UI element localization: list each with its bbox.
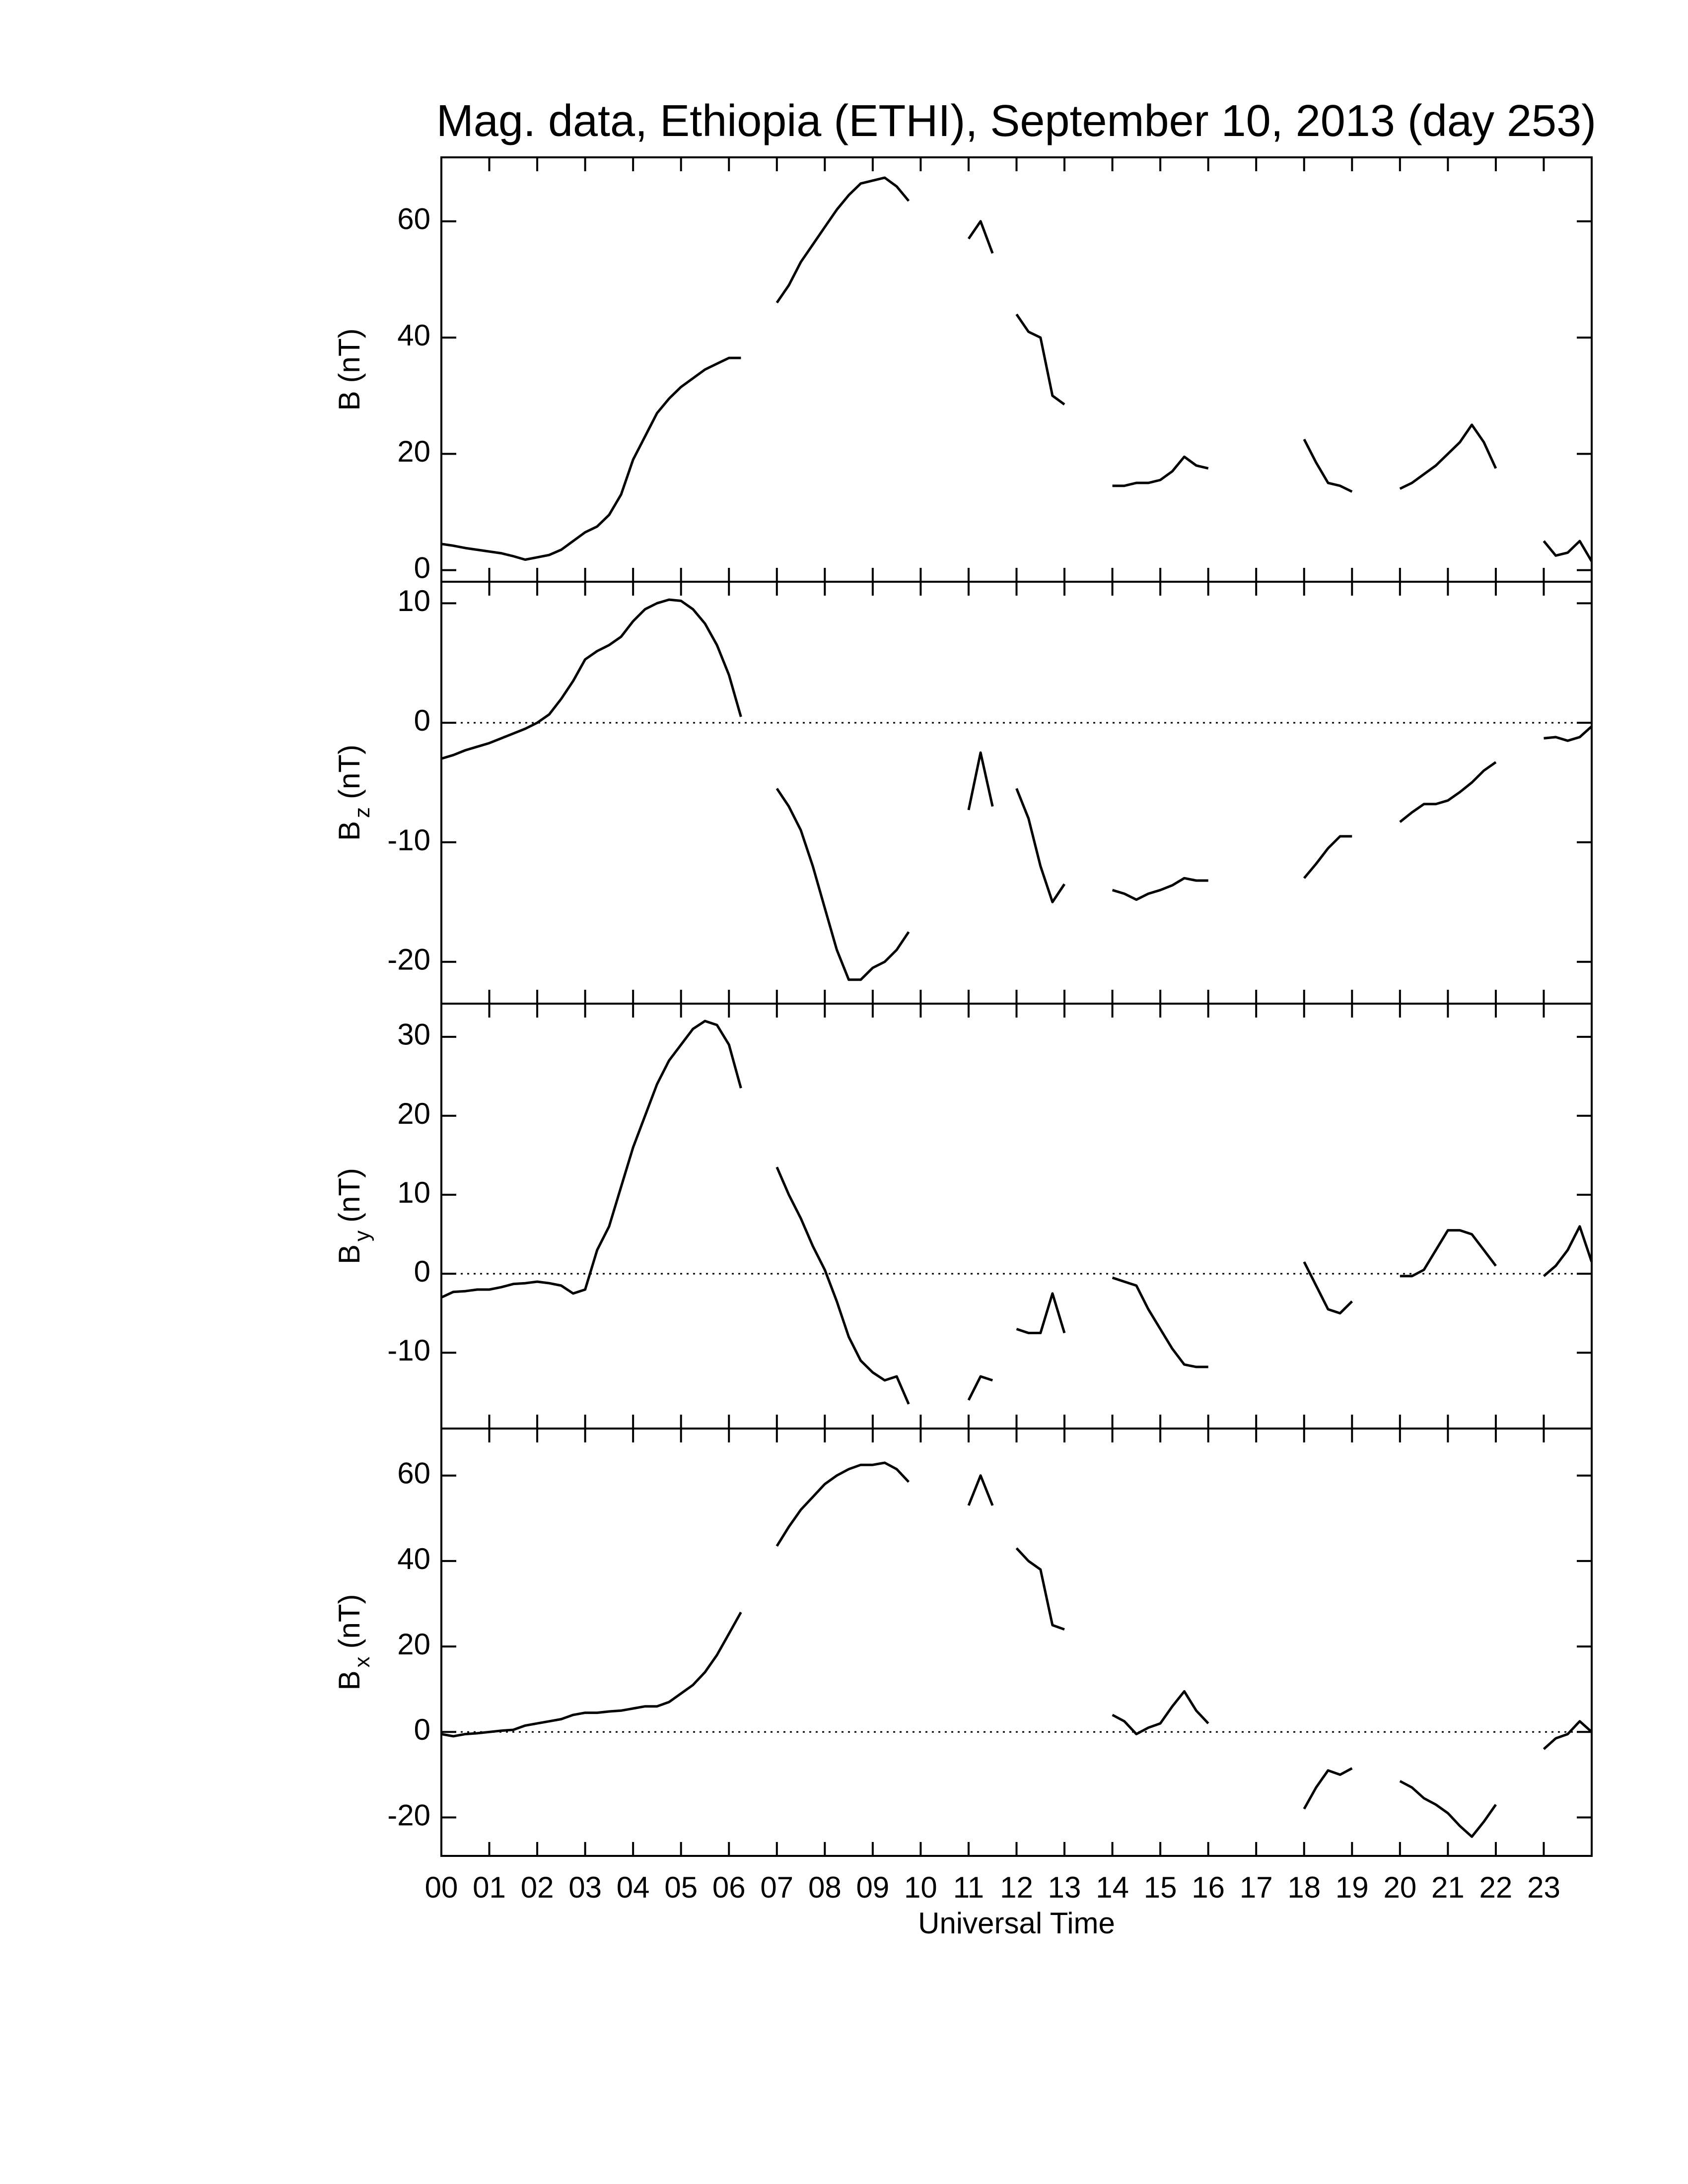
- x-tick-label: 05: [664, 1871, 698, 1904]
- x-tick-label: 03: [568, 1871, 602, 1904]
- chart-title: Mag. data, Ethiopia (ETHI), September 10…: [436, 96, 1596, 146]
- y-tick-label: 30: [397, 1018, 430, 1051]
- x-tick-label: 18: [1287, 1871, 1321, 1904]
- x-tick-label: 13: [1048, 1871, 1081, 1904]
- x-tick-label: 10: [904, 1871, 937, 1904]
- y-axis-label-unit: (nT): [333, 1168, 366, 1223]
- y-tick-label: 60: [397, 203, 430, 236]
- y-axis-label-subscript: x: [350, 1656, 374, 1667]
- data-line: [440, 1020, 1593, 1405]
- x-tick-label: 21: [1431, 1871, 1465, 1904]
- x-tick-label: 06: [712, 1871, 746, 1904]
- y-axis-label: B (nT): [333, 328, 366, 410]
- data-line: [441, 1461, 1593, 1838]
- x-tick-label: 12: [1000, 1871, 1033, 1904]
- x-tick-label: 00: [425, 1871, 458, 1904]
- y-axis-label: By (nT): [333, 1168, 374, 1264]
- plot-frame: [440, 1428, 1593, 1857]
- y-axis-label-base: B: [333, 821, 366, 841]
- x-tick-label: 01: [473, 1871, 506, 1904]
- x-tick-label: 07: [760, 1871, 793, 1904]
- y-tick-label: 10: [397, 1176, 430, 1209]
- x-tick-label: 11: [953, 1871, 984, 1904]
- data-line: [441, 176, 1593, 562]
- y-tick-label: -10: [387, 823, 430, 857]
- y-tick-label: 0: [414, 1713, 430, 1746]
- y-tick-label: 0: [414, 551, 430, 584]
- x-tick-label: 08: [808, 1871, 842, 1904]
- x-tick-label: 09: [856, 1871, 890, 1904]
- y-tick-label: 20: [397, 435, 430, 468]
- y-tick-label: 0: [414, 704, 430, 737]
- x-tick-label: 04: [617, 1871, 650, 1904]
- x-tick-label: 14: [1096, 1871, 1129, 1904]
- y-tick-label: 40: [397, 1542, 430, 1575]
- y-axis-label-base: B: [333, 1670, 366, 1690]
- y-tick-label: -20: [387, 943, 430, 976]
- y-tick-label: -10: [387, 1334, 430, 1367]
- y-axis-label-base: B: [333, 1244, 366, 1264]
- y-axis-label-base: B: [333, 391, 366, 410]
- y-axis-label-subscript: y: [350, 1230, 374, 1241]
- y-axis-label-subscript: z: [350, 807, 374, 818]
- x-tick-label: 17: [1240, 1871, 1273, 1904]
- y-tick-label: 10: [397, 584, 430, 617]
- x-tick-label: 16: [1192, 1871, 1225, 1904]
- x-tick-label: 22: [1479, 1871, 1513, 1904]
- y-tick-label: 20: [397, 1628, 430, 1661]
- x-tick-label: 20: [1383, 1871, 1416, 1904]
- x-tick-label: 23: [1527, 1871, 1560, 1904]
- y-axis-label: Bx (nT): [333, 1594, 374, 1690]
- y-tick-label: 60: [397, 1457, 430, 1490]
- y-tick-label: 0: [414, 1255, 430, 1288]
- y-axis-label-unit: (nT): [333, 1594, 366, 1648]
- y-tick-label: 40: [397, 319, 430, 352]
- data-line: [441, 598, 1593, 981]
- x-tick-label: 19: [1336, 1871, 1369, 1904]
- y-axis-label: Bz (nT): [333, 745, 374, 841]
- x-tick-label: 02: [521, 1871, 554, 1904]
- y-axis-label-unit: (nT): [333, 745, 366, 799]
- x-axis-label: Universal Time: [918, 1907, 1115, 1940]
- x-tick-label: 15: [1144, 1871, 1177, 1904]
- y-tick-label: -20: [387, 1798, 430, 1832]
- y-axis-label-unit: (nT): [333, 328, 366, 383]
- y-tick-label: 20: [397, 1097, 430, 1130]
